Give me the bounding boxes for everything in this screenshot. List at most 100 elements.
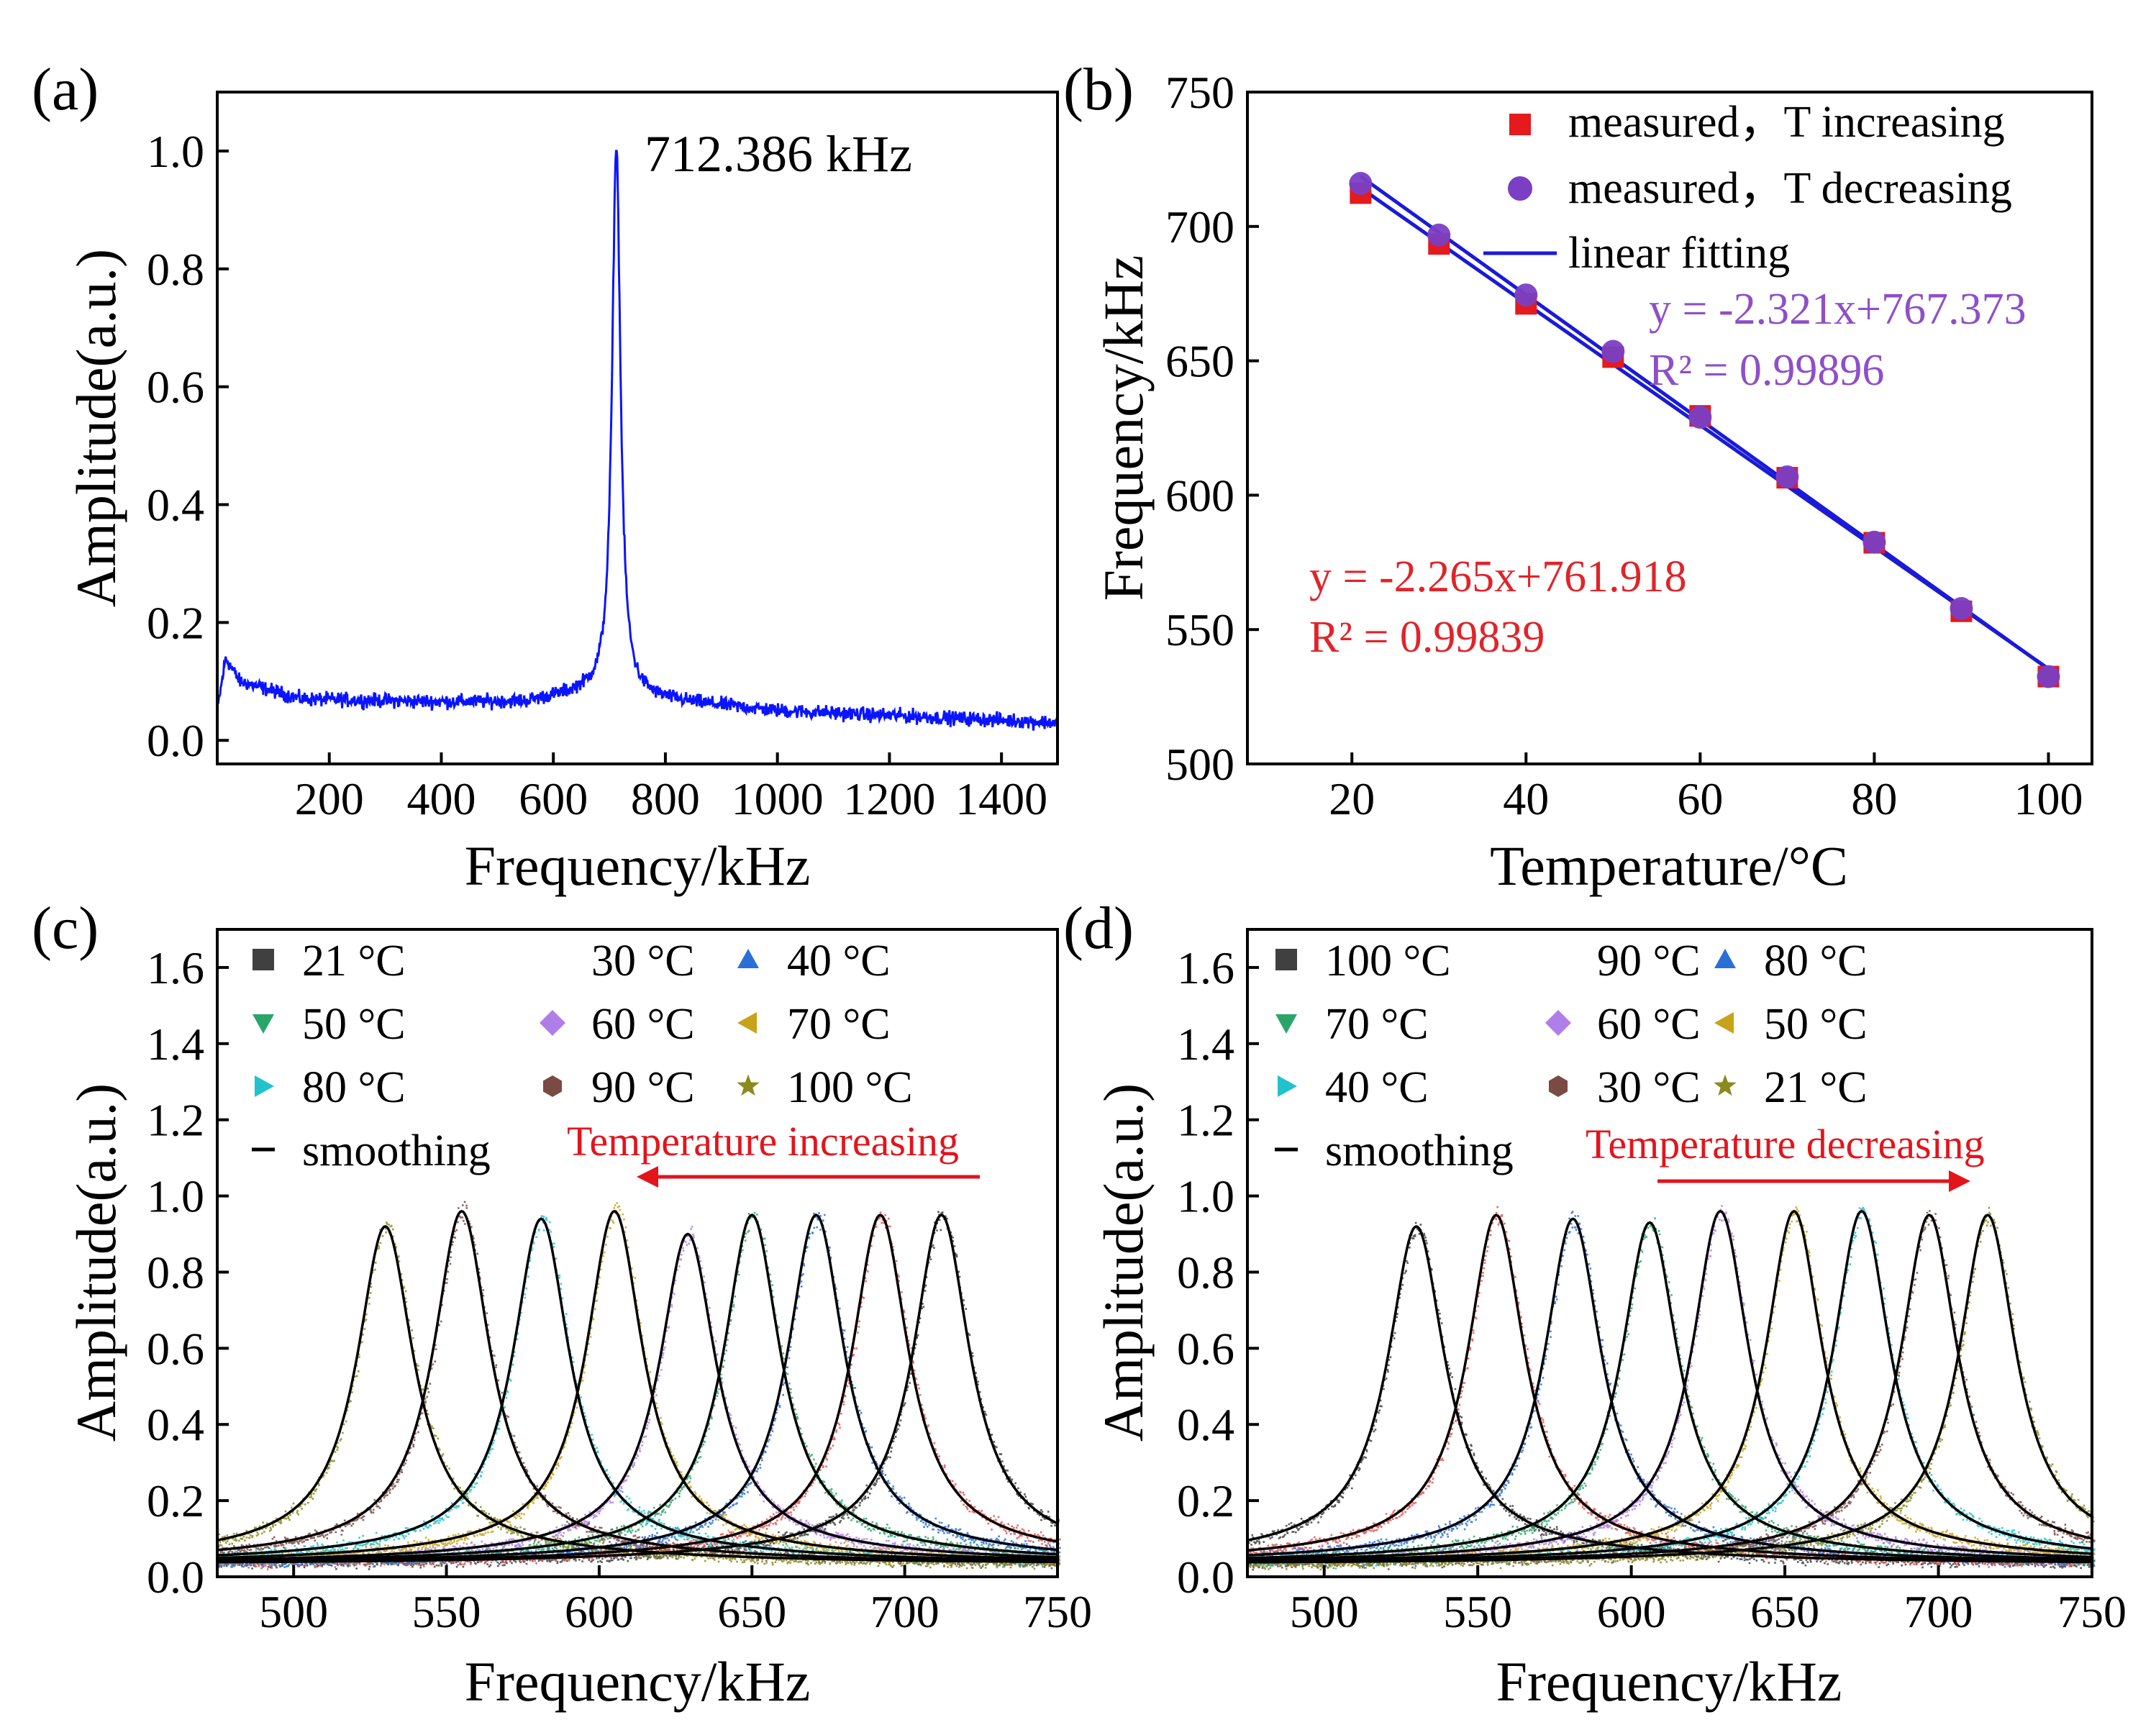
panel-b-r2-increasing: R² = 0.99839 [1309,613,1545,662]
panel-d-y-axis-label: Amplitude(a.u.) [1092,1083,1155,1442]
legend-marker-star [737,1074,760,1096]
panel-d-x-axis-label: Frequency/kHz [1496,1650,1842,1713]
panel-b-label: (b) [1063,56,1134,123]
panel-a-x-ticks: 200 400 600 800 1000 1200 1400 [295,752,1047,824]
y-tick-label: 0.0 [147,1552,204,1603]
panel-c-x-axis-label: Frequency/kHz [465,1650,811,1713]
panel-a-plot-area [216,150,1059,731]
panel-d-legend: 100 °C 90 °C 80 °C 70 °C 60 °C 50 °C 40 °C 30 °… [1275,937,1868,1175]
legend-marker-star [1714,1074,1737,1096]
panel-c-label: (c) [32,895,99,962]
data-points [218,1211,1060,1570]
legend-label: 60 °C [591,1000,695,1049]
x-tick-label: 600 [519,773,588,824]
smoothing-line [217,1224,1058,1564]
smoothing-line [217,1214,1058,1562]
x-tick-label: 1000 [732,773,824,824]
y-tick-label: 0.2 [147,1475,204,1526]
x-tick-label: 100 [2014,773,2083,824]
panel-d-label: (d) [1063,895,1134,962]
smoothing-line [1247,1214,2093,1564]
panel-c-plot-area [217,1201,1061,1570]
legend-label: 40 °C [787,937,891,985]
x-tick-label: 200 [295,773,364,824]
panel-d: (d) 500 550 600 650 700 750 0.0 0.2 0.4 0.6 0.8 1.… [1063,895,2127,1713]
x-tick-label: 650 [1750,1586,1819,1637]
panel-d-x-ticks: 500 550 600 650 700 750 [1290,1565,2127,1637]
x-tick-label: 750 [2057,1586,2127,1637]
y-tick-label: 0.8 [147,244,204,295]
legend-marker-triangle-left [1714,1012,1734,1034]
legend-label: 90 °C [1597,937,1701,985]
panel-c-frame [216,928,1059,1578]
x-tick-label: 600 [565,1586,634,1637]
legend-marker-triangle-up [1714,949,1736,968]
panel-b-plot-area [1349,172,2060,688]
legend-label: 21 °C [302,937,406,985]
panel-b: (b) 20 40 60 80 100 500 550 600 650 700 750 measu… [1063,56,2093,897]
point-decreasing [1775,465,1799,488]
y-tick-label: 1.4 [1177,1019,1234,1070]
y-tick-label: 750 [1165,67,1234,118]
point-decreasing [1862,530,1886,554]
legend-label: 100 °C [787,1063,913,1112]
legend-label-decreasing: measured，T decreasing [1568,164,2012,213]
legend-marker-hexagon [1549,1075,1568,1097]
smoothing-line [217,1217,1057,1562]
x-tick-label: 700 [1904,1586,1973,1637]
y-tick-label: 1.4 [147,1019,204,1070]
y-tick-label: 0.6 [1177,1323,1234,1374]
x-tick-label: 700 [870,1586,940,1637]
x-tick-label: 500 [259,1586,328,1637]
y-tick-label: 650 [1165,336,1234,387]
smoothing-line [217,1214,1058,1563]
panel-b-legend: measured，T increasing measured，T decreas… [1483,98,2012,278]
legend-label-linear-fitting: linear fitting [1568,229,1790,278]
panel-c-legend: 21 °C 30 °C 40 °C 50 °C 60 °C 70 °C 80 °C 90 °C… [252,937,913,1175]
spectrum-line [216,150,1059,731]
legend-marker-diamond [1545,1010,1571,1036]
legend-label: 80 °C [302,1063,406,1112]
legend-marker-square [1275,949,1297,970]
legend-label: 70 °C [787,1000,891,1049]
legend-marker-square [1509,114,1531,135]
legend-label: 50 °C [302,1000,406,1049]
panel-a-y-axis-label: Amplitude(a.u.) [65,249,127,607]
panel-a: (a) 200 400 600 800 1000 1200 1400 0.00.20.40.… [32,56,1059,897]
y-tick-label: 1.6 [1177,942,1234,993]
point-decreasing [1427,223,1451,247]
point-decreasing [1688,406,1712,429]
x-tick-label: 600 [1597,1586,1666,1637]
legend-marker-triangle-down [1275,1014,1297,1034]
panel-a-annotation: 712.386 kHz [645,125,912,183]
point-decreasing [1514,283,1538,307]
smoothing-line [217,1209,1057,1563]
panel-c-x-ticks: 500 550 600 650 700 750 [259,1565,1092,1637]
data-points [218,1221,1060,1570]
panel-a-frame [216,91,1059,765]
x-tick-label: 20 [1329,773,1375,824]
panel-d-arrow-text: Temperature decreasing [1586,1121,1985,1167]
y-tick-label: 1.2 [147,1095,204,1146]
x-tick-label: 550 [1443,1586,1512,1637]
y-tick-label: 700 [1165,201,1234,252]
y-tick-label: 0.6 [147,362,204,413]
legend-marker-triangle-right [1278,1075,1297,1097]
panel-b-y-ticks: 500 550 600 650 700 750 [1165,67,1259,790]
panel-a-y-ticks: 0.0 0.2 0.4 0.6 0.8 1.0 [147,126,229,766]
y-tick-label: 1.0 [147,1171,204,1222]
y-tick-label: 0.8 [147,1247,204,1298]
legend-label: smoothing [1325,1126,1514,1175]
x-tick-label: 1400 [955,773,1047,824]
y-tick-label: 0.6 [147,1323,204,1374]
panel-a-x-axis-label: Frequency/kHz [465,834,811,897]
y-tick-label: 0.8 [1177,1247,1234,1298]
y-tick-label: 1.0 [147,126,204,177]
legend-marker-circle [1508,176,1532,201]
panel-c-arrow-text: Temperature increasing [567,1118,959,1165]
panel-d-y-ticks: 0.0 0.2 0.4 0.6 0.8 1.0 1.2 1.4 1.6 [1177,942,1259,1603]
y-tick-label: 550 [1165,604,1234,655]
x-tick-label: 40 [1503,773,1549,824]
data-points [218,1215,1060,1568]
y-tick-label: 500 [1165,739,1234,790]
